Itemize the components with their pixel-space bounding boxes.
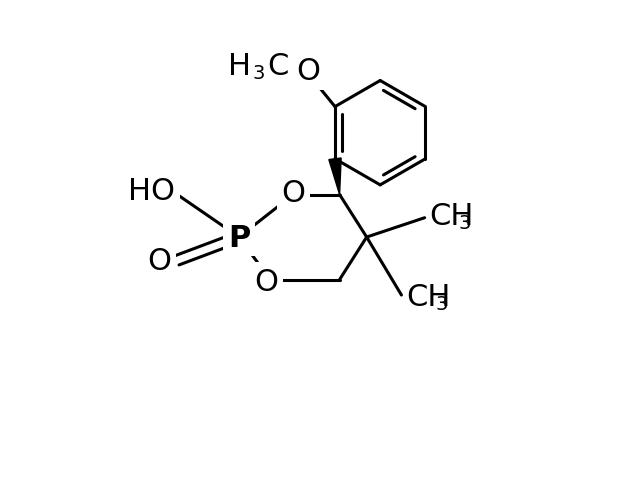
Text: O: O — [254, 268, 278, 297]
Text: CH: CH — [429, 202, 474, 231]
Text: H: H — [228, 52, 251, 81]
Text: O: O — [297, 57, 321, 86]
Text: C: C — [267, 52, 288, 81]
Text: 3: 3 — [435, 295, 447, 314]
Text: O: O — [281, 179, 305, 208]
Text: O: O — [147, 246, 172, 275]
Text: 3: 3 — [253, 64, 265, 83]
Text: 3: 3 — [458, 213, 470, 232]
Text: CH: CH — [406, 283, 451, 312]
Polygon shape — [329, 159, 341, 195]
Text: HO: HO — [128, 177, 175, 206]
Text: P: P — [228, 223, 250, 252]
